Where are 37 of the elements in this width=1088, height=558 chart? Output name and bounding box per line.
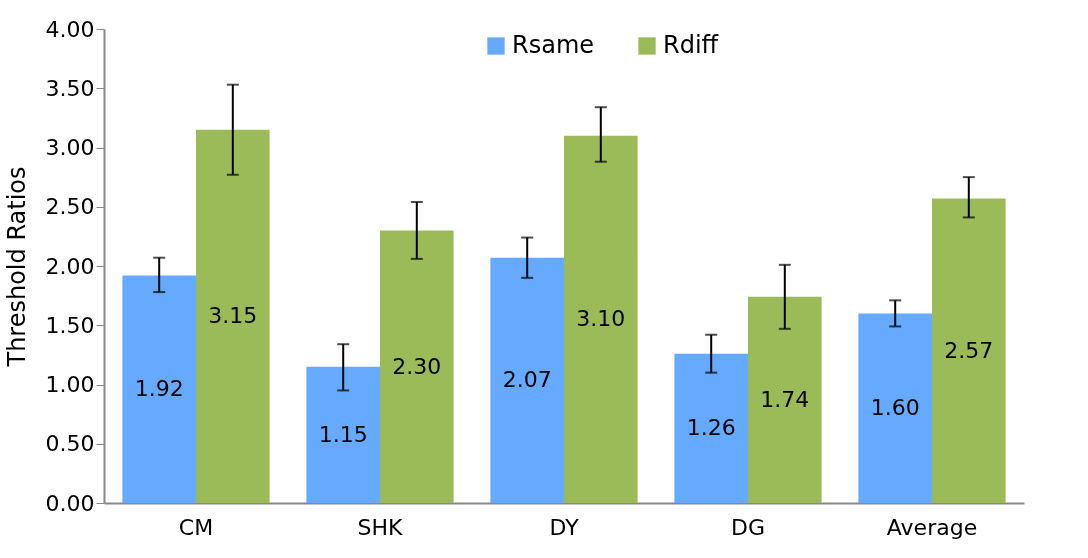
data-label: 3.15: [208, 303, 258, 329]
data-label: 2.07: [502, 367, 552, 393]
bar: [306, 366, 380, 503]
bar: [932, 198, 1006, 503]
data-label: 1.26: [686, 415, 736, 441]
data-label: 2.30: [392, 353, 442, 379]
data-label: 1.92: [134, 376, 184, 402]
y-tick-label: 2.50: [45, 194, 95, 220]
data-label: 3.10: [576, 306, 626, 332]
y-tick-label: 1.50: [45, 312, 95, 338]
y-tick-label: 0.50: [45, 431, 95, 457]
x-tick-label: CM: [178, 514, 214, 540]
bar: [858, 313, 932, 503]
legend-label: Rsame: [512, 31, 595, 59]
bar: [674, 353, 748, 503]
x-tick-label: DY: [549, 514, 580, 540]
y-axis-title: Threshold Ratios: [2, 166, 31, 368]
data-label: 2.57: [944, 337, 994, 363]
y-tick-label: 4.00: [45, 16, 95, 42]
legend-label: Rdiff: [663, 31, 719, 59]
x-tick-label: SHK: [357, 514, 404, 540]
data-label: 1.60: [870, 395, 920, 421]
bar: [748, 296, 822, 503]
x-tick-label: DG: [731, 514, 765, 540]
y-tick-label: 0.00: [45, 490, 95, 516]
bar: [196, 129, 270, 503]
y-tick-label: 3.50: [45, 75, 95, 101]
data-label: 1.15: [318, 421, 368, 447]
y-tick-label: 3.00: [45, 135, 95, 160]
y-tick-label: 1.00: [45, 372, 95, 397]
bar: [122, 275, 196, 503]
bar: [380, 230, 454, 503]
data-label: 1.74: [760, 386, 810, 412]
x-tick-label: Average: [886, 514, 978, 540]
bar: [564, 135, 638, 503]
y-tick-label: 2.00: [45, 253, 95, 279]
bar: [490, 257, 564, 503]
